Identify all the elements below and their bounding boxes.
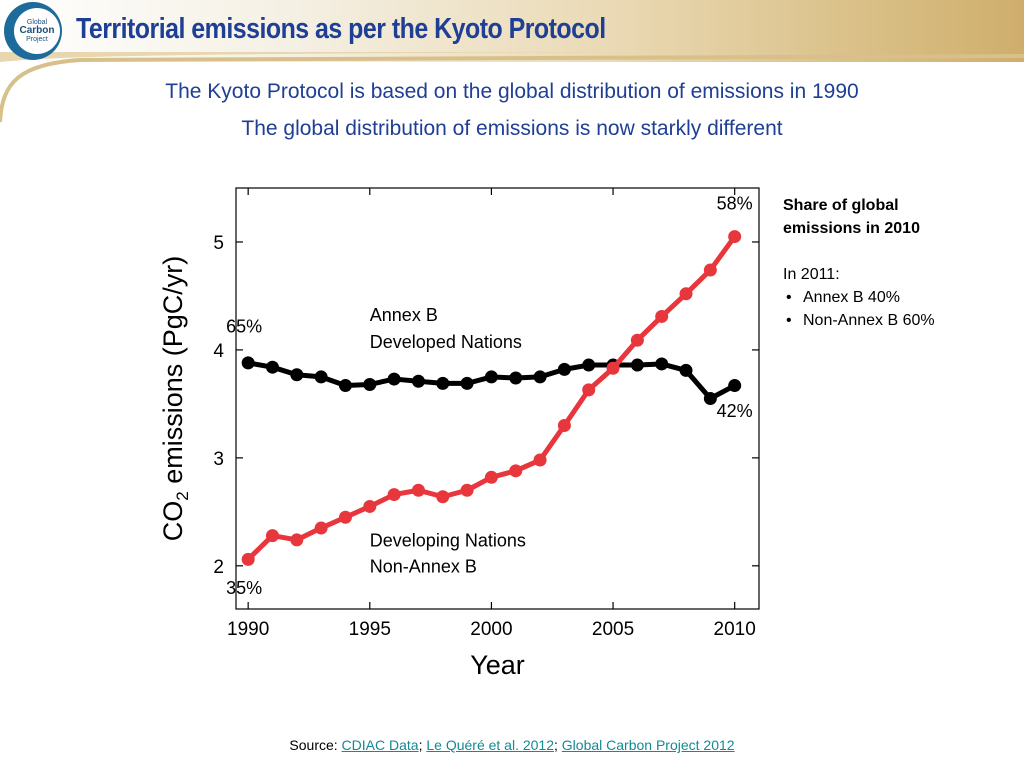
share-list: Annex B 40% Non-Annex B 60% <box>783 286 1013 332</box>
emissions-chart: 1990 1995 2000 2005 2010 2 3 4 5 65% 35% 58% 42% Ann… <box>158 187 760 680</box>
series-point-1 <box>411 483 425 497</box>
series-point-0 <box>363 377 377 391</box>
series-point-0 <box>387 372 401 386</box>
series-point-1 <box>557 418 571 432</box>
series-point-1 <box>606 361 620 375</box>
series-point-1 <box>436 490 450 504</box>
chart-annotation: Developed Nations <box>370 332 522 352</box>
x-tick-label: 2005 <box>592 619 634 640</box>
series-point-0 <box>630 358 644 372</box>
y-axis-label-sub: 2 <box>173 491 192 500</box>
chart-annotation: Developing Nations <box>370 530 526 550</box>
series-point-1 <box>484 470 498 484</box>
source-separator: ; <box>554 737 562 753</box>
series-point-1 <box>363 499 377 513</box>
series-point-1 <box>509 464 523 478</box>
series-point-1 <box>655 309 669 323</box>
source-prefix: Source: <box>289 737 342 753</box>
source-separator: ; <box>418 737 427 753</box>
series-point-0 <box>679 363 693 377</box>
y-axis-label: CO2 emissions (PgC/yr) <box>158 256 192 542</box>
source-line: Source: CDIAC Data; Le Quéré et al. 2012… <box>0 737 1024 753</box>
le-quere-link[interactable]: Le Quéré et al. 2012 <box>426 737 555 753</box>
x-tick-label: 1990 <box>227 619 269 640</box>
subtitle-1990-distribution: The Kyoto Protocol is based on the globa… <box>165 80 859 103</box>
cdiac-data-link[interactable]: CDIAC Data <box>341 737 419 753</box>
series-point-1 <box>582 383 596 397</box>
series-point-0 <box>655 357 669 371</box>
share-item-annex-b: Annex B 40% <box>783 286 1013 309</box>
chart-annotation: 58% <box>717 194 753 214</box>
x-tick-label: 2010 <box>714 619 756 640</box>
series-line-1 <box>246 235 737 562</box>
series-point-0 <box>290 368 304 382</box>
share-sidebar: Share of global emissions in 2010 In 201… <box>783 194 1013 332</box>
series-point-0 <box>703 392 717 405</box>
series-point-0 <box>533 370 547 384</box>
share-heading-line2: emissions in 2010 <box>783 220 920 237</box>
series-point-1 <box>265 529 279 543</box>
series-point-0 <box>728 379 742 393</box>
series-point-0 <box>582 358 596 372</box>
series-point-0 <box>436 376 450 390</box>
series-point-1 <box>630 333 644 347</box>
series-point-1 <box>241 552 255 566</box>
year-2011-label: In 2011: <box>783 266 840 283</box>
y-tick-label: 2 <box>213 557 224 578</box>
global-carbon-project-logo: Global Carbon Project <box>4 2 62 60</box>
y-tick-label: 4 <box>213 341 224 362</box>
series-point-1 <box>533 453 547 467</box>
x-axis-label: Year <box>470 650 525 680</box>
y-tick-label: 5 <box>213 233 224 254</box>
series-point-0 <box>314 370 328 384</box>
chart-annotation: 35% <box>226 578 262 598</box>
series-point-0 <box>338 379 352 393</box>
series-point-1 <box>387 488 401 502</box>
subtitle-now-different: The global distribution of emissions is … <box>241 117 783 140</box>
y-axis-label-rest: emissions (PgC/yr) <box>158 256 188 492</box>
logo-text-carbon: Carbon <box>19 25 55 36</box>
x-tick-label: 1995 <box>349 619 391 640</box>
series-point-0 <box>509 371 523 385</box>
chart-annotation: Annex B <box>370 305 438 325</box>
series-point-1 <box>338 510 352 524</box>
plot-frame <box>235 187 760 610</box>
y-tick-label: 3 <box>213 449 224 470</box>
series-point-0 <box>557 362 571 376</box>
header-banner <box>0 0 1024 62</box>
series-point-1 <box>460 483 474 497</box>
header-swoosh <box>0 52 1024 122</box>
x-tick-label: 2000 <box>470 619 512 640</box>
series-point-1 <box>314 521 328 535</box>
share-item-non-annex-b: Non-Annex B 60% <box>783 309 1013 332</box>
series-point-1 <box>679 287 693 301</box>
series-point-1 <box>290 533 304 547</box>
chart-annotation: 42% <box>717 401 753 421</box>
global-carbon-project-link[interactable]: Global Carbon Project 2012 <box>561 737 735 753</box>
chart-annotation: 65% <box>226 317 262 337</box>
series-point-0 <box>411 374 425 388</box>
series-point-1 <box>703 263 717 277</box>
series-point-0 <box>241 356 255 370</box>
slide-title: Territorial emissions as per the Kyoto P… <box>76 13 606 45</box>
y-axis-label-co: CO <box>158 501 188 542</box>
series-point-1 <box>728 230 742 244</box>
series-point-0 <box>484 370 498 384</box>
share-heading-line1: Share of global <box>783 197 899 214</box>
series-point-0 <box>265 360 279 374</box>
logo-text-project: Project <box>26 36 48 43</box>
chart-annotation: Non-Annex B <box>370 556 477 576</box>
logo-text-global: Global <box>26 19 48 26</box>
series-point-0 <box>460 376 474 390</box>
